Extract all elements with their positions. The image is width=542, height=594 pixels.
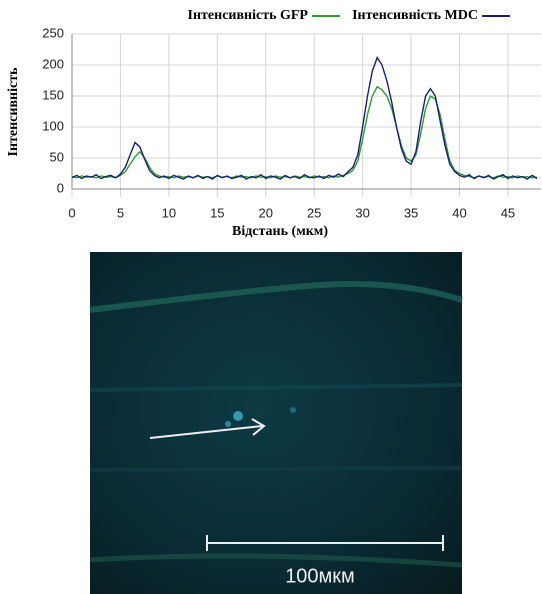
image-background xyxy=(90,252,462,594)
legend-label: Інтенсивність MDC xyxy=(352,8,478,23)
y-axis-label: Інтенсивність xyxy=(6,67,21,157)
x-tick-label: 40 xyxy=(452,205,466,220)
vesicle xyxy=(225,421,231,427)
x-tick-label: 45 xyxy=(501,205,515,220)
x-tick-label: 5 xyxy=(117,205,124,220)
series-line xyxy=(71,85,538,179)
series-line xyxy=(71,56,538,180)
arrow-head xyxy=(251,418,266,436)
x-tick-label: 35 xyxy=(404,205,418,220)
y-tick-label: 0 xyxy=(57,180,64,195)
x-axis-label: Відстань (мкм) xyxy=(232,224,328,239)
cell-wall xyxy=(89,553,463,568)
x-tick-label: 0 xyxy=(68,205,75,220)
y-tick-label: 250 xyxy=(42,25,64,40)
x-tick-label: 15 xyxy=(210,205,224,220)
y-tick-label: 200 xyxy=(42,56,64,71)
x-tick-label: 25 xyxy=(307,205,321,220)
legend-label: Інтенсивність GFP xyxy=(188,8,309,23)
cell-wall xyxy=(89,281,463,313)
profile-arrow xyxy=(149,425,263,439)
cell-wall xyxy=(89,466,463,472)
y-tick-label: 150 xyxy=(42,87,64,102)
vesicle xyxy=(290,407,296,413)
x-tick-label: 10 xyxy=(162,205,176,220)
y-tick-label: 100 xyxy=(42,118,64,133)
y-tick-label: 50 xyxy=(50,149,64,164)
x-tick-label: 30 xyxy=(355,205,369,220)
vesicle xyxy=(233,411,243,421)
scale-bar-label: 100мкм xyxy=(285,565,355,587)
cell-wall xyxy=(89,383,463,392)
micrograph: 100мкм xyxy=(89,252,463,594)
x-tick-label: 20 xyxy=(259,205,273,220)
